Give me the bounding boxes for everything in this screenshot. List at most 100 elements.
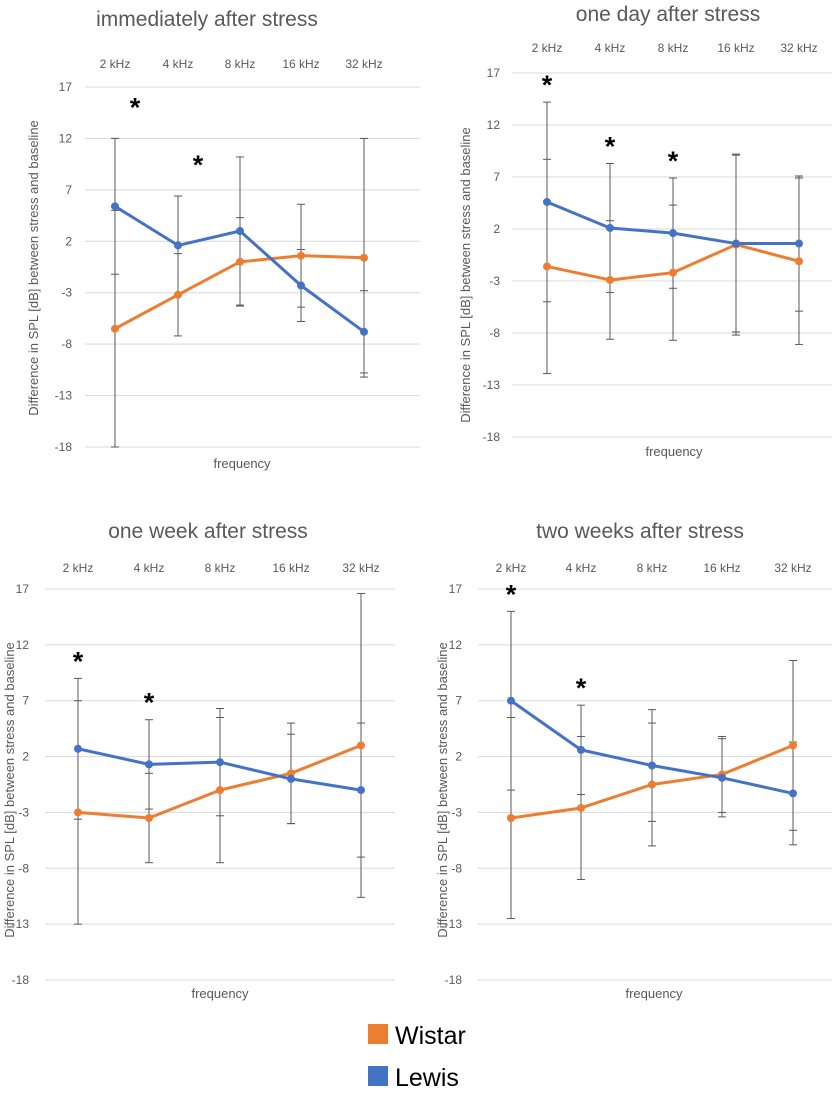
y-tick-label: -3 xyxy=(489,274,500,288)
data-point-lewis xyxy=(74,744,82,753)
y-axis-title: Difference in SPL [dB] between stress an… xyxy=(435,642,450,938)
x-category-label: 2 kHz xyxy=(100,57,131,71)
data-point-lewis xyxy=(606,223,614,232)
x-category-label: 32 kHz xyxy=(345,57,382,71)
y-axis-title: Difference in SPL [dB] between stress an… xyxy=(26,120,41,416)
y-tick-label: 2 xyxy=(65,234,72,248)
chart-panel-1: immediately after stress 17 12 7 2 -3 -8 -13 -18… xyxy=(26,8,420,471)
data-point-lewis xyxy=(543,197,551,206)
data-point-lewis xyxy=(145,760,153,769)
data-point-wistar xyxy=(236,257,244,266)
data-point-wistar xyxy=(297,251,305,260)
x-axis-title: frequency xyxy=(625,986,683,1001)
data-point-wistar xyxy=(145,814,153,823)
data-point-lewis xyxy=(789,789,797,798)
x-axis-title: frequency xyxy=(213,456,271,471)
data-point-lewis xyxy=(297,281,305,290)
data-point-lewis xyxy=(174,241,182,250)
y-tick-label: 7 xyxy=(493,170,500,184)
y-tick-label: 12 xyxy=(487,118,501,132)
data-point-lewis xyxy=(795,239,803,248)
x-category-label: 8 kHz xyxy=(225,57,256,71)
chart-title: one week after stress xyxy=(108,520,308,543)
y-tick-label: -13 xyxy=(483,378,501,392)
data-point-wistar xyxy=(111,324,119,333)
data-point-wistar xyxy=(174,290,182,299)
significance-marker: * xyxy=(605,131,616,161)
y-tick-label: 17 xyxy=(59,80,73,94)
x-axis-title: frequency xyxy=(645,444,703,459)
data-point-lewis xyxy=(360,327,368,336)
y-tick-label: -13 xyxy=(12,917,30,931)
data-point-lewis xyxy=(718,773,726,782)
significance-marker: * xyxy=(144,688,155,718)
y-axis-title: Difference in SPL [dB] between stress an… xyxy=(2,642,17,938)
data-point-wistar xyxy=(543,262,551,271)
data-point-lewis xyxy=(669,229,677,238)
data-point-wistar xyxy=(577,803,585,812)
significance-marker: * xyxy=(130,92,141,122)
y-tick-label: -8 xyxy=(18,861,29,875)
chart-title: one day after stress xyxy=(576,3,760,26)
data-point-lewis xyxy=(287,774,295,783)
y-tick-label: -13 xyxy=(55,389,73,403)
y-tick-label: -8 xyxy=(451,861,462,875)
y-axis-title: Difference in SPL [dB] between stress an… xyxy=(458,127,473,423)
data-point-lewis xyxy=(648,761,656,770)
data-point-lewis xyxy=(577,745,585,754)
data-point-lewis xyxy=(732,239,740,248)
data-point-lewis xyxy=(507,696,515,705)
y-tick-label: 17 xyxy=(449,582,463,596)
y-tick-label: -18 xyxy=(483,430,501,444)
y-tick-label: 2 xyxy=(22,750,29,764)
y-tick-label: 7 xyxy=(65,183,72,197)
data-point-wistar xyxy=(507,814,515,823)
x-category-label: 8 kHz xyxy=(637,561,668,575)
y-tick-label: -3 xyxy=(61,286,72,300)
data-point-wistar xyxy=(795,257,803,266)
y-tick-label: -8 xyxy=(489,326,500,340)
data-point-lewis xyxy=(236,227,244,235)
chart-panel-2: one day after stress 17 12 7 2 -3 -8 -13 -18 2 kH… xyxy=(458,3,832,459)
y-tick-label: 12 xyxy=(449,638,463,652)
x-axis-title: frequency xyxy=(191,986,249,1001)
y-tick-label: -3 xyxy=(18,805,29,819)
data-point-wistar xyxy=(216,786,224,795)
y-tick-label: 12 xyxy=(16,638,30,652)
chart-title: two weeks after stress xyxy=(536,520,744,543)
y-tick-label: 7 xyxy=(455,694,462,708)
x-category-label: 16 kHz xyxy=(703,561,740,575)
data-point-lewis xyxy=(357,786,365,795)
x-category-label: 4 kHz xyxy=(134,561,165,575)
significance-marker: * xyxy=(73,646,84,676)
data-point-lewis xyxy=(216,758,224,767)
x-category-label: 16 kHz xyxy=(272,561,309,575)
chart-panel-3: one week after stress 17 12 7 2 -3 -8 -13 -18 2 k… xyxy=(2,520,395,1001)
legend-swatch-wistar xyxy=(368,1024,388,1044)
x-category-label: 16 kHz xyxy=(717,41,754,55)
significance-marker: * xyxy=(506,579,517,609)
data-point-wistar xyxy=(789,741,797,750)
y-tick-label: 2 xyxy=(493,222,500,236)
significance-marker: * xyxy=(193,150,204,180)
x-category-label: 8 kHz xyxy=(205,561,236,575)
x-category-label: 32 kHz xyxy=(780,41,817,55)
x-category-label: 2 kHz xyxy=(496,561,527,575)
x-category-label: 32 kHz xyxy=(342,561,379,575)
y-tick-label: -18 xyxy=(12,973,30,987)
y-tick-label: 17 xyxy=(16,582,30,596)
x-category-label: 2 kHz xyxy=(63,561,94,575)
x-category-label: 4 kHz xyxy=(595,41,626,55)
x-category-label: 8 kHz xyxy=(658,41,689,55)
y-tick-label: 2 xyxy=(455,750,462,764)
x-category-label: 4 kHz xyxy=(163,57,194,71)
x-category-label: 4 kHz xyxy=(566,561,597,575)
y-tick-label: 17 xyxy=(487,66,501,80)
legend-swatch-lewis xyxy=(368,1066,388,1086)
y-tick-label: -18 xyxy=(445,973,463,987)
chart-panel-4: two weeks after stress 17 12 7 2 -3 -8 -13 -18 2 … xyxy=(435,520,832,1001)
legend-label-wistar: Wistar xyxy=(395,1022,466,1050)
x-category-label: 2 kHz xyxy=(532,41,563,55)
data-point-wistar xyxy=(74,808,82,817)
